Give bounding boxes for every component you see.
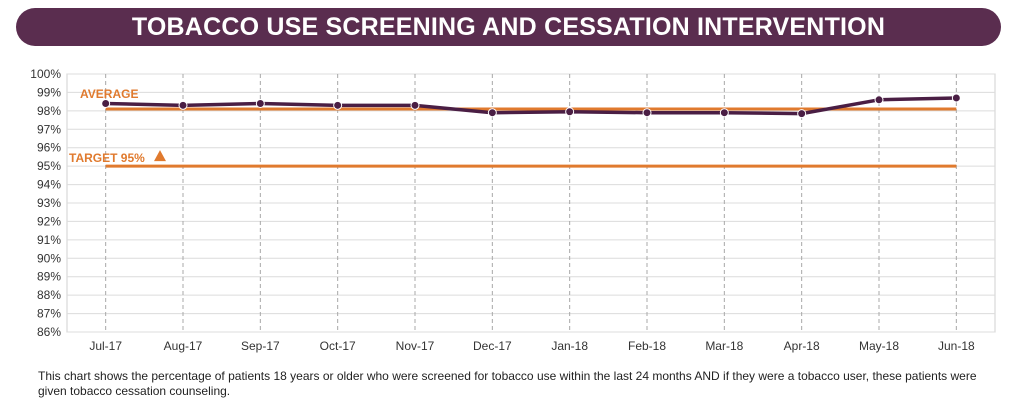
data-point [565,107,575,117]
x-tick-label: Nov-17 [396,339,435,353]
x-tick-label: Sep-17 [241,339,280,353]
y-tick-label: 97% [37,122,61,136]
x-tick-label: Mar-18 [705,339,743,353]
line-chart: 86% 87% 88% 89% 90% 91% 92% 93% 94% 95% 96% 97% 98% 9… [30,67,996,353]
data-point [874,95,884,105]
data-point [951,93,961,103]
data-point [410,100,420,110]
y-tick-label: 100% [30,67,61,81]
y-tick-label: 94% [37,178,61,192]
y-tick-label: 90% [37,251,61,265]
y-tick-label: 92% [37,214,61,228]
data-point [797,109,807,119]
x-tick-label: Feb-18 [628,339,666,353]
data-point [178,100,188,110]
y-tick-label: 99% [37,85,61,99]
y-tick-label: 86% [37,325,61,339]
y-tick-label: 96% [37,141,61,155]
y-tick-label: 88% [37,288,61,302]
y-tick-label: 91% [37,233,61,247]
chart-title-banner: TOBACCO USE SCREENING AND CESSATION INTE… [16,8,1001,46]
x-tick-label: May-18 [859,339,899,353]
y-tick-label: 98% [37,104,61,118]
x-tick-label: Apr-18 [784,339,820,353]
y-tick-label: 87% [37,307,61,321]
target-triangle-icon [154,150,166,162]
data-point [333,100,343,110]
y-tick-label: 89% [37,270,61,284]
reference-label: TARGET 95% [69,151,145,165]
data-point [642,108,652,118]
data-point [719,108,729,118]
x-tick-label: Oct-17 [320,339,356,353]
x-tick-label: Jan-18 [551,339,588,353]
chart-title: TOBACCO USE SCREENING AND CESSATION INTE… [131,12,886,41]
data-point [487,108,497,118]
reference-label: AVERAGE [80,87,138,101]
x-tick-label: Aug-17 [164,339,203,353]
chart-caption: This chart shows the percentage of patie… [38,369,977,398]
x-tick-label: Jun-18 [938,339,975,353]
data-point [255,98,265,108]
x-tick-label: Dec-17 [473,339,512,353]
y-tick-label: 93% [37,196,61,210]
y-tick-label: 95% [37,159,61,173]
series-line [105,96,957,116]
x-tick-label: Jul-17 [89,339,122,353]
data-point [101,98,111,108]
